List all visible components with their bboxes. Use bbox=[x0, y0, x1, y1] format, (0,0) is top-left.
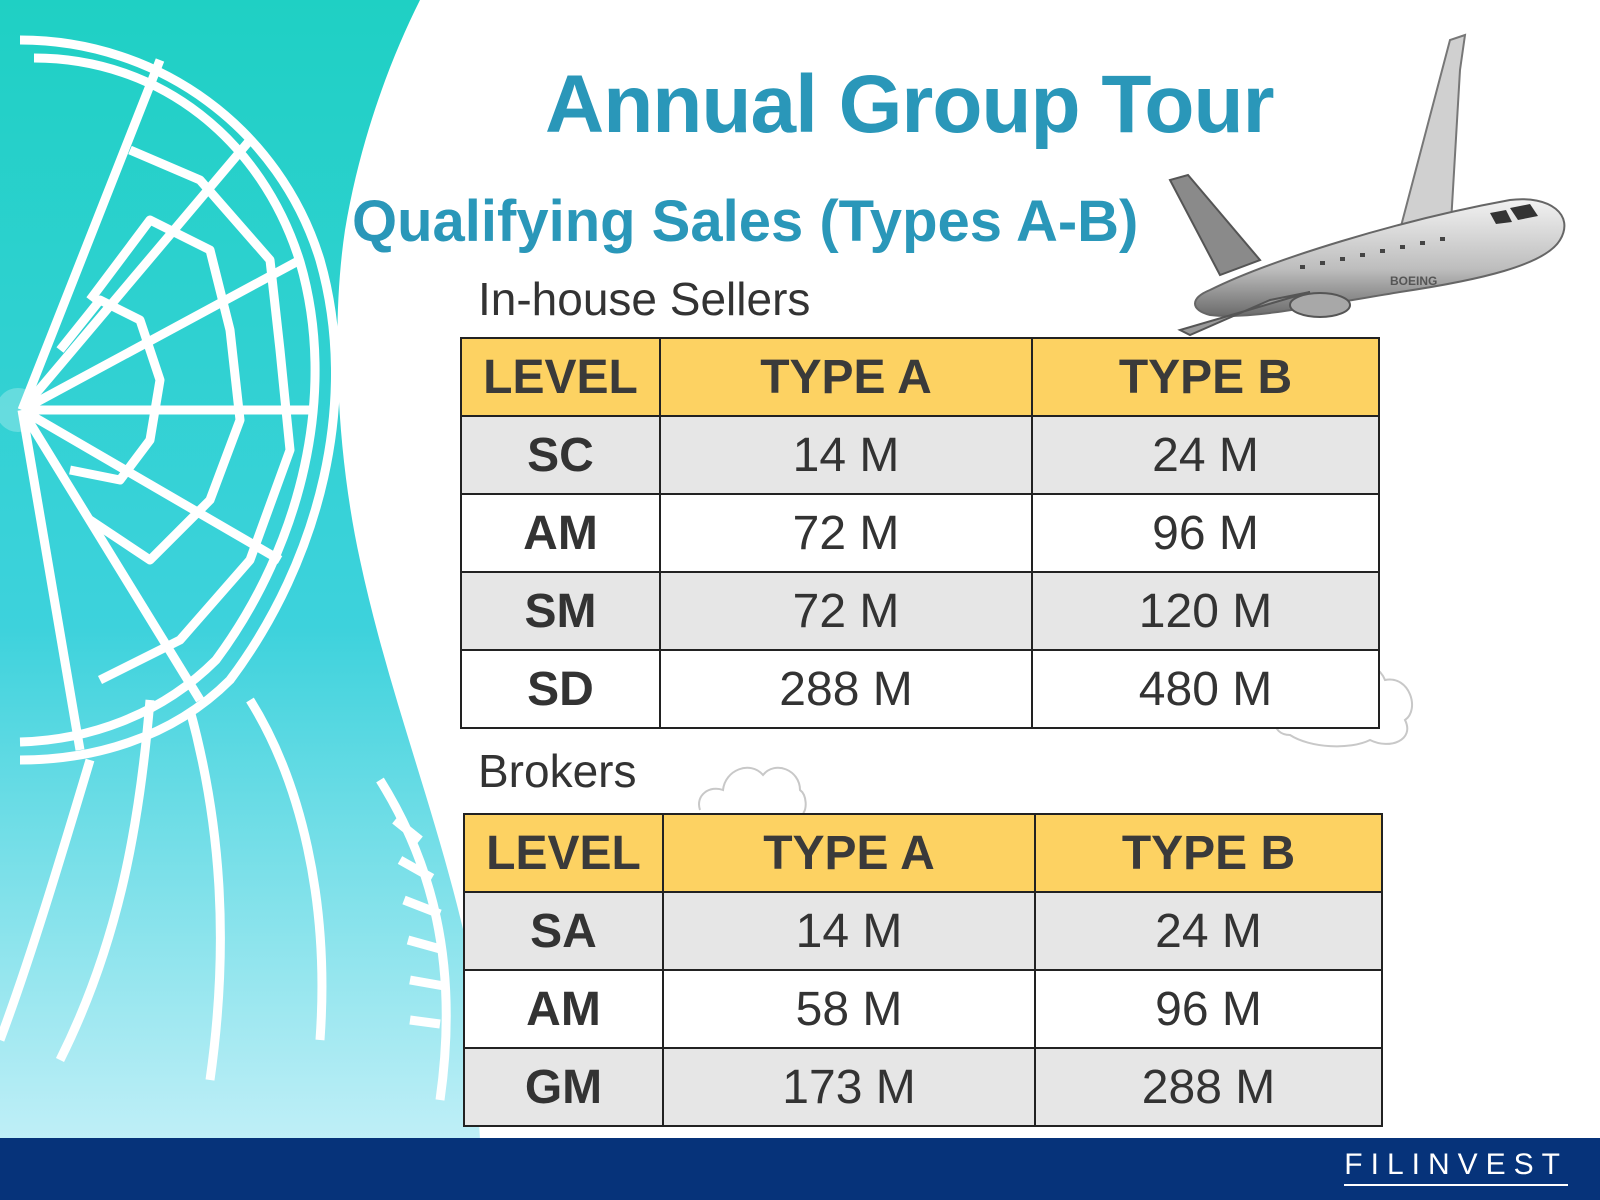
cell-level: AM bbox=[460, 493, 661, 573]
cell-type-b: 96 M bbox=[1031, 493, 1380, 573]
cloud-decoration bbox=[695, 755, 810, 820]
airplane-livery: BOEING bbox=[1390, 274, 1437, 288]
dreamcatcher-decoration bbox=[0, 0, 480, 1140]
brokers-table: LEVEL TYPE A TYPE B SA 14 M 24 M AM 58 M… bbox=[463, 813, 1383, 1127]
table-row: AM 58 M 96 M bbox=[463, 969, 1383, 1049]
cell-type-b: 120 M bbox=[1031, 571, 1380, 651]
page-title: Annual Group Tour bbox=[545, 59, 1274, 150]
cell-type-b: 24 M bbox=[1034, 891, 1383, 971]
header-type-a: TYPE A bbox=[662, 813, 1036, 893]
header-type-a: TYPE A bbox=[659, 337, 1033, 417]
header-type-b: TYPE B bbox=[1031, 337, 1380, 417]
cell-type-a: 72 M bbox=[659, 493, 1033, 573]
cell-type-b: 288 M bbox=[1034, 1047, 1383, 1127]
table-row: AM 72 M 96 M bbox=[460, 493, 1380, 573]
cell-level: SM bbox=[460, 571, 661, 651]
table-header-row: LEVEL TYPE A TYPE B bbox=[463, 813, 1383, 893]
cell-type-a: 14 M bbox=[662, 891, 1036, 971]
table-row: SM 72 M 120 M bbox=[460, 571, 1380, 651]
brand-logo: FILINVEST bbox=[1344, 1148, 1568, 1186]
cell-level: SD bbox=[460, 649, 661, 729]
cell-type-b: 96 M bbox=[1034, 969, 1383, 1049]
brokers-label: Brokers bbox=[478, 745, 637, 797]
header-type-b: TYPE B bbox=[1034, 813, 1383, 893]
cell-level: SC bbox=[460, 415, 661, 495]
table-header-row: LEVEL TYPE A TYPE B bbox=[460, 337, 1380, 417]
cell-type-a: 58 M bbox=[662, 969, 1036, 1049]
cell-type-b: 24 M bbox=[1031, 415, 1380, 495]
footer-bar: FILINVEST bbox=[0, 1138, 1600, 1200]
header-level: LEVEL bbox=[460, 337, 661, 417]
cell-type-a: 72 M bbox=[659, 571, 1033, 651]
page-subtitle: Qualifying Sales (Types A-B) bbox=[352, 189, 1139, 254]
cell-type-a: 173 M bbox=[662, 1047, 1036, 1127]
table-row: GM 173 M 288 M bbox=[463, 1047, 1383, 1127]
inhouse-label: In-house Sellers bbox=[478, 273, 811, 325]
cell-type-a: 14 M bbox=[659, 415, 1033, 495]
header-level: LEVEL bbox=[463, 813, 664, 893]
table-row: SD 288 M 480 M bbox=[460, 649, 1380, 729]
cell-type-b: 480 M bbox=[1031, 649, 1380, 729]
airplane-icon: BOEING bbox=[1150, 30, 1590, 350]
table-row: SC 14 M 24 M bbox=[460, 415, 1380, 495]
cell-level: AM bbox=[463, 969, 664, 1049]
inhouse-table: LEVEL TYPE A TYPE B SC 14 M 24 M AM 72 M… bbox=[460, 337, 1380, 729]
table-row: SA 14 M 24 M bbox=[463, 891, 1383, 971]
cell-type-a: 288 M bbox=[659, 649, 1033, 729]
cell-level: GM bbox=[463, 1047, 664, 1127]
cell-level: SA bbox=[463, 891, 664, 971]
